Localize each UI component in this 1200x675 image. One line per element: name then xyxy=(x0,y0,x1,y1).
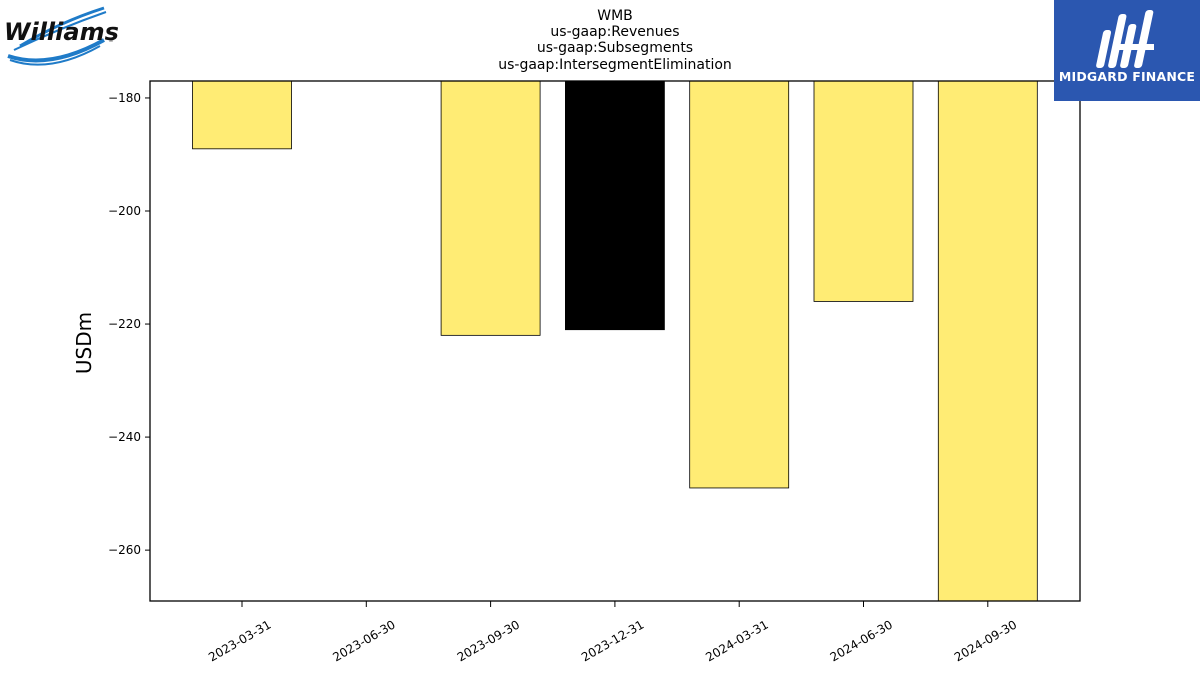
x-tick-label: 2024-03-31 xyxy=(703,617,770,664)
bar-2023-12-31 xyxy=(565,80,665,331)
x-tick-label: 2024-09-30 xyxy=(952,617,1019,664)
bar-2024-06-30 xyxy=(813,80,914,302)
chart-title: WMB us-gaap:Revenues us-gaap:Subsegments… xyxy=(498,8,732,73)
y-tick-label: −200 xyxy=(108,204,141,218)
title-line-4: us-gaap:IntersegmentElimination xyxy=(498,57,732,73)
midgard-logo-mark xyxy=(1096,10,1154,68)
title-line-3: us-gaap:Subsegments xyxy=(537,40,693,56)
x-tick-label: 2023-09-30 xyxy=(455,617,522,664)
title-line-2: us-gaap:Revenues xyxy=(550,24,679,40)
bar-series xyxy=(192,80,1038,602)
title-line-1: WMB xyxy=(597,8,633,24)
x-tick-label: 2023-06-30 xyxy=(330,617,397,664)
y-tick-label: −220 xyxy=(108,317,141,331)
svg-text:®: ® xyxy=(108,37,114,44)
y-axis-ticks: −180 −200 −220 −240 −260 xyxy=(108,91,150,557)
y-tick-label: −240 xyxy=(108,430,141,444)
plot-frame xyxy=(149,80,1081,602)
williams-logo-mark: Williams ® xyxy=(4,6,119,66)
williams-logo-text: Williams xyxy=(4,18,119,46)
x-tick-label: 2023-12-31 xyxy=(579,617,646,664)
bar-2023-03-31 xyxy=(192,80,292,150)
x-tick-label: 2023-03-31 xyxy=(206,617,273,664)
bar-2023-09-30 xyxy=(440,80,541,336)
y-tick-label: −180 xyxy=(108,91,141,105)
x-axis-ticks: 2023-03-31 2023-06-30 2023-09-30 2023-12-31… xyxy=(206,601,1019,664)
y-axis-label: USDm xyxy=(72,312,96,374)
y-tick-label: −260 xyxy=(108,543,141,557)
bar-2024-03-31 xyxy=(689,80,790,489)
bar-2024-09-30 xyxy=(937,80,1038,602)
williams-logo: Williams ® xyxy=(0,0,120,70)
midgard-logo-text: MIDGARD FINANCE xyxy=(1058,69,1196,84)
midgard-finance-logo: MIDGARD FINANCE xyxy=(1054,0,1200,101)
x-tick-label: 2024-06-30 xyxy=(828,617,895,664)
